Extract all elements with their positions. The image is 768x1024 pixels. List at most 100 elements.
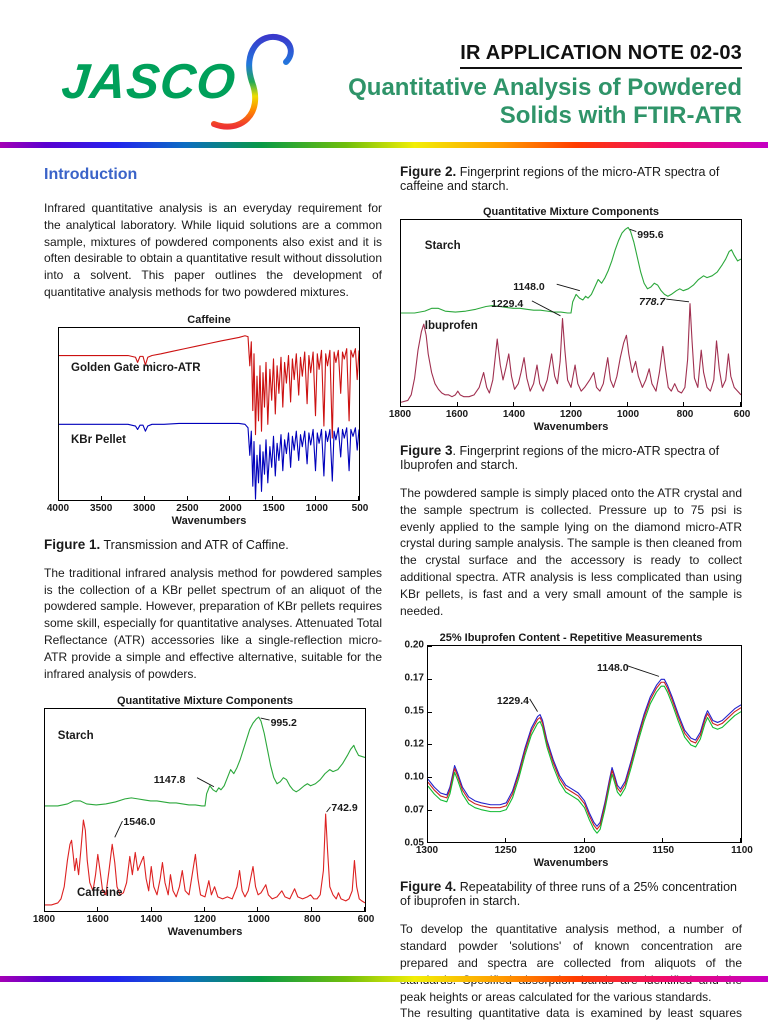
y-tick-label: 0.20 (404, 639, 424, 651)
figure1-x-axis-label: Wavenumbers (171, 514, 247, 527)
annotation-leader-line (666, 299, 689, 302)
x-tick-mark (257, 907, 259, 912)
figure2-chart: Quantitative Mixture Components Starch Ca… (33, 695, 374, 938)
x-tick-label: 800 (303, 914, 321, 926)
x-tick-label: 1800 (388, 409, 412, 420)
y-tick-mark (428, 679, 432, 681)
y-tick-label: 0.05 (404, 837, 424, 849)
x-tick-mark (570, 402, 571, 406)
x-tick-mark (358, 495, 359, 500)
x-tick-mark (505, 838, 507, 843)
x-tick-label: 1500 (262, 502, 285, 514)
header-titles: IR APPLICATION NOTE 02-03 Quantitative A… (327, 28, 742, 131)
introduction-heading: Introduction (44, 166, 138, 183)
x-tick-label: 1800 (32, 914, 56, 926)
spectrum-trace-run-1 (428, 680, 741, 827)
x-tick-label: 1400 (502, 409, 526, 420)
figure1-caption: Figure 1. Transmission and ATR of Caffin… (44, 537, 382, 552)
x-tick-mark (427, 838, 428, 843)
spectrum-trace-run-2 (428, 683, 741, 830)
peak-label-1148-0: 1148.0 (513, 281, 545, 294)
x-tick-label: 600 (357, 914, 375, 926)
figure1-caption-text: Transmission and ATR of Caffine. (100, 537, 289, 552)
spectrum-trace-ibuprofen (401, 304, 741, 403)
figure4-y-ticks: 0.20 0.17 0.15 0.12 0.10 0.07 0.05 (400, 640, 427, 849)
annotation-leader-line (197, 778, 214, 787)
spectrum-trace-starch (401, 227, 741, 313)
x-tick-label: 1150 (652, 845, 675, 857)
annotation-leader-line (530, 699, 538, 712)
figure3-caption-text: . Fingerprint regions of the micro-ATR s… (400, 444, 720, 472)
x-tick-label: 1200 (193, 914, 217, 926)
figure3-x-axis-label: Wavenumbers (533, 421, 609, 433)
spectrum-trace-golden-gate-micro-atr (59, 336, 359, 438)
beer-law-text-2: The resulting quantitative data is exami… (400, 1006, 742, 1024)
rainbow-divider-bottom (0, 976, 768, 982)
y-tick-mark (428, 744, 432, 746)
peak-label-1229-4: 1229.4 (496, 695, 529, 708)
right-column: Figure 2. Fingerprint regions of the mic… (389, 162, 753, 1024)
note-title: IR APPLICATION NOTE 02-03 (460, 42, 742, 69)
y-tick-label: 0.07 (404, 804, 424, 816)
figure4-x-ticks: 1300 1250 1200 1150 1100 (416, 843, 753, 857)
x-tick-label: 1000 (247, 914, 270, 926)
rainbow-divider-top (0, 142, 768, 148)
figure4-caption-label: Figure 4. (400, 879, 457, 895)
figure3-chart: Quantitative Mixture Components Starch Ib… (389, 206, 750, 433)
figure2-caption-label: Figure 2. (400, 164, 457, 179)
figure3-x-ticks: 1800 1600 1400 1200 1000 800 600 (389, 407, 750, 420)
y-tick-mark (428, 809, 432, 811)
document-title-line1: Quantitative Analysis of Powdered (348, 74, 742, 101)
x-tick-label: 1400 (140, 914, 163, 926)
beer-law-paragraph: To develop the quantitative analysis met… (400, 921, 742, 1024)
x-tick-label: 1000 (305, 502, 328, 514)
jasco-logo-text: JASCO (59, 55, 239, 109)
trace-label-kbr-pellet: KBr Pellet (71, 434, 126, 447)
document-body: Introduction Infrared quantitative analy… (0, 148, 768, 1024)
y-tick-label: 0.10 (404, 771, 424, 783)
y-tick-mark (428, 842, 432, 844)
annotation-leader-line (627, 666, 659, 677)
x-tick-mark (310, 907, 312, 912)
x-tick-mark (143, 495, 145, 500)
trace-label-caffeine: Caffeine (77, 887, 123, 900)
peak-label-995-6: 995.6 (637, 229, 664, 242)
figure1-chart-title: Caffeine (187, 313, 231, 326)
peak-label-1546-0: 1546.0 (123, 816, 156, 829)
x-tick-label: 1600 (445, 409, 469, 420)
figure1-x-ticks: 4000 3500 3000 2500 2000 1500 1000 500 (47, 501, 368, 514)
x-tick-mark (456, 402, 458, 406)
x-tick-label: 1200 (573, 845, 596, 857)
figure4-caption-text: Repeatability of three runs of a 25% con… (400, 880, 737, 909)
figure2-chart-title: Quantitative Mixture Components (116, 695, 294, 708)
x-tick-mark (315, 495, 317, 500)
x-tick-mark (229, 495, 231, 500)
y-tick-label: 0.12 (404, 738, 424, 750)
x-tick-mark (364, 907, 365, 912)
x-tick-label: 1300 (415, 845, 439, 857)
x-tick-mark (204, 907, 205, 912)
x-tick-label: 600 (733, 409, 751, 420)
kbr-paragraph: The traditional infrared analysis method… (44, 565, 382, 681)
y-tick-mark (428, 777, 432, 779)
x-tick-label: 800 (676, 409, 694, 420)
x-tick-label: 1100 (731, 845, 753, 857)
spectrum-trace-caffeine (45, 814, 365, 905)
peak-label-742-9: 742.9 (331, 802, 358, 815)
annotation-leader-line (630, 229, 636, 231)
peak-label-1229-4: 1229.4 (491, 298, 524, 311)
peak-label-778-7: 778.7 (639, 296, 666, 309)
x-tick-label: 500 (351, 502, 369, 514)
y-tick-mark (428, 646, 432, 648)
x-tick-label: 4000 (46, 502, 70, 514)
x-tick-mark (583, 838, 585, 843)
y-tick-label: 0.15 (404, 705, 424, 717)
annotation-leader-line (532, 301, 561, 316)
figure2-caption: Figure 2. Fingerprint regions of the mic… (400, 164, 742, 193)
atr-procedure-paragraph: The powdered sample is simply placed ont… (400, 486, 742, 618)
figure4-plot-area: 1229.4 1148.0 (427, 645, 742, 844)
figure4-caption: Figure 4. Repeatability of three runs of… (400, 879, 742, 908)
y-tick-mark (428, 711, 432, 713)
y-tick-label: 0.17 (404, 672, 424, 684)
